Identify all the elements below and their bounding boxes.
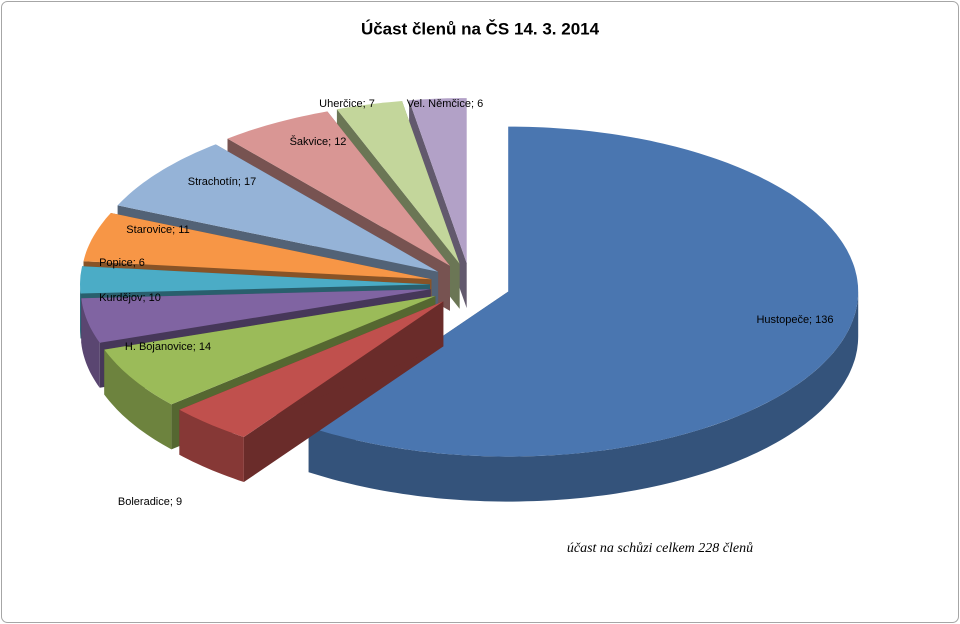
slice: Hustopeče (308, 126, 859, 502)
data-label: Starovice; 11 (126, 224, 189, 236)
slice-top (227, 111, 450, 266)
slice-wall (179, 409, 244, 482)
labels: Hustopeče; 136 Boleradice; 9 H. Bojanovice… (99, 98, 833, 508)
slice-top (409, 98, 467, 264)
data-label: H. Bojanovice; 14 (125, 341, 211, 353)
data-label: Hustopeče; 136 (756, 314, 833, 326)
slice-top (80, 266, 430, 294)
slice-top (117, 144, 439, 272)
data-label: Popice; 6 (99, 257, 145, 269)
pie: Vel. NěmčiceUherčiceŠakviceStrachotínSta… (80, 98, 859, 502)
slice: Boleradice (179, 301, 444, 482)
slice-top (336, 101, 460, 264)
slice-wall (81, 298, 100, 388)
slice-wall (308, 291, 859, 502)
annotation: účast na schůzi celkem 228 členů (567, 541, 753, 556)
data-label: Šakvice; 12 (290, 135, 347, 148)
chart-title: Účast členů na ČS 14. 3. 2014 (361, 19, 600, 38)
data-label: Vel. Němčice; 6 (407, 98, 483, 110)
data-label: Kurdějov; 10 (99, 292, 161, 304)
data-label: Boleradice; 9 (118, 496, 182, 508)
slice-wall (104, 349, 172, 450)
slice-top (83, 213, 432, 280)
slice-top (104, 296, 436, 405)
slice-top (179, 301, 444, 437)
slice-top (81, 289, 431, 343)
slice-wall (80, 284, 81, 339)
data-label: Strachotín; 17 (188, 176, 257, 188)
slice-top (308, 126, 859, 457)
data-label: Uherčice; 7 (319, 98, 375, 110)
